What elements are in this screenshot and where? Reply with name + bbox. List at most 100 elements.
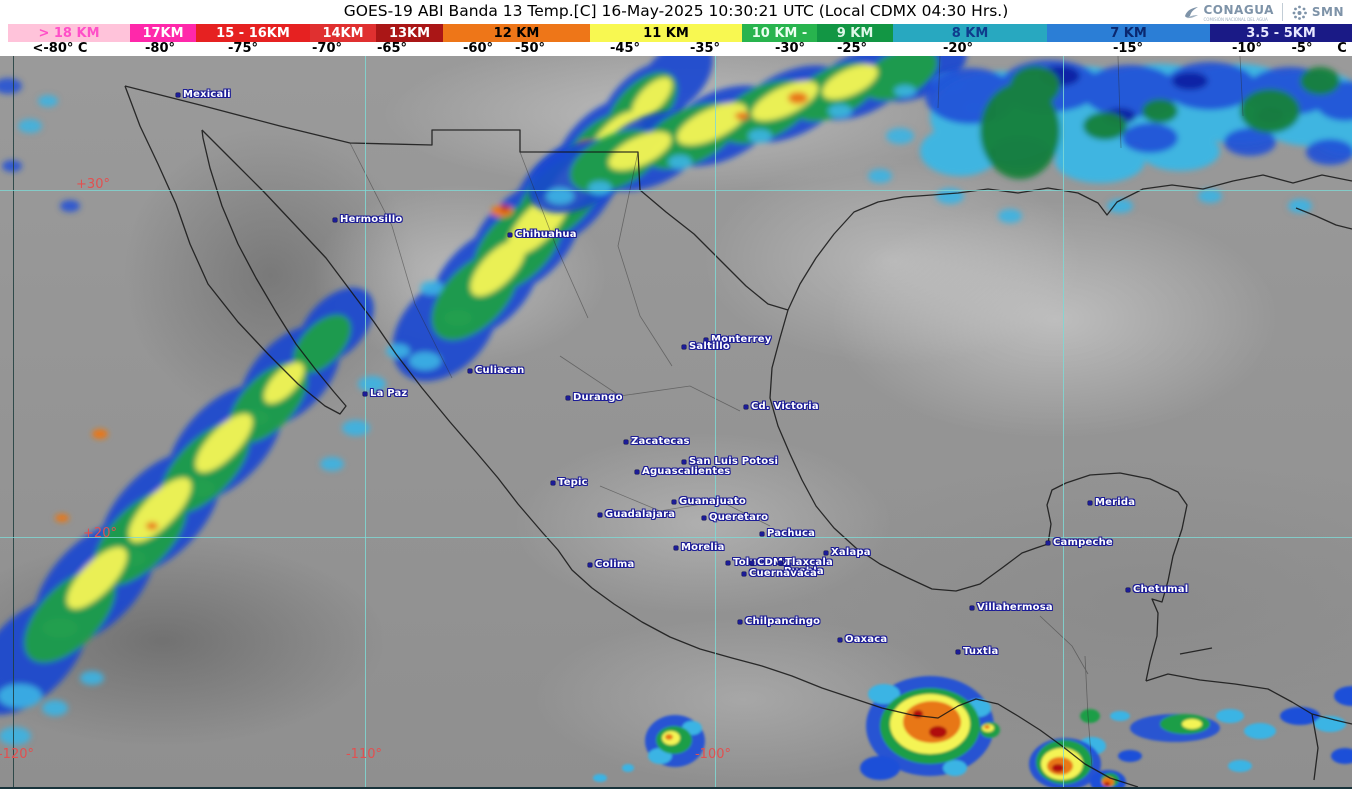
scale-segment: 10 KM - [742,24,817,42]
cloud-mass-us-gulf [0,60,1352,223]
city-marker: Chetumal [1126,584,1188,595]
city-marker: Colima [588,559,634,570]
city-marker: Chilpancingo [738,616,820,627]
city-dot [1046,540,1050,545]
temperature-tick: -75° [228,41,258,56]
meridian-line [13,56,14,787]
city-dot [726,560,730,565]
city-dot [750,560,754,565]
city-label: Pachuca [767,528,816,539]
temperature-tick: -20° [943,41,973,56]
temperature-tick: -15° [1113,41,1143,56]
city-dot [760,531,764,536]
city-dot [704,337,708,342]
city-dot [702,515,706,520]
scale-segment: 8 KM [893,24,1047,42]
title-bar: GOES-19 ABI Banda 13 Temp.[C] 16-May-202… [0,0,1352,24]
city-dot [598,512,602,517]
city-label: Tepic [558,477,588,488]
city-dot [956,649,960,654]
coordinate-label: +30° [76,177,110,192]
logo-divider [1281,3,1283,21]
conagua-logo: CONAGUA COMISIÓN NACIONAL DEL AGUA [1183,3,1274,22]
city-marker: Guanajuato [672,496,746,507]
city-label: Durango [573,392,623,403]
city-dot [778,560,782,565]
city-dot [508,232,512,237]
city-label: Colima [595,559,635,570]
city-marker: Villahermosa [970,602,1053,613]
temperature-tick: -35° [690,41,720,56]
city-dot [824,550,828,555]
scale-segment: 9 KM [817,24,893,42]
city-label: Zacatecas [631,436,690,447]
agency-logos: CONAGUA COMISIÓN NACIONAL DEL AGUA SMN [1183,1,1345,23]
city-dot [363,391,367,396]
conagua-wave-icon [1184,6,1198,18]
coordinate-label: +20° [83,526,117,541]
temperature-tick: -5° [1291,41,1313,56]
city-dot [672,499,676,504]
parallel-line [0,537,1352,538]
city-dot [551,480,555,485]
temperature-tick: -50° [515,41,545,56]
city-label: San Luis Potosi [689,456,779,467]
temperature-tick: -30° [775,41,805,56]
city-label: Tlaxcala [785,557,833,568]
scale-segment: 7 KM [1047,24,1210,42]
temperature-tick: -10° [1232,41,1262,56]
city-label: CDMX [757,557,792,568]
city-dot [744,404,748,409]
city-dot [682,459,686,464]
page-title: GOES-19 ABI Banda 13 Temp.[C] 16-May-202… [343,2,1009,20]
city-label: Xalapa [831,547,871,558]
city-dot [777,569,781,574]
temperature-tick: -25° [837,41,867,56]
city-marker: CDMX [750,557,791,568]
city-marker: Durango [566,392,623,403]
city-marker: La Paz [363,388,407,399]
city-marker: Monterrey [704,334,771,345]
temperature-tick: -80° [145,41,175,56]
city-label: Mexicali [183,89,231,100]
scale-segment: 11 KM [590,24,742,42]
city-marker: Oaxaca [838,634,887,645]
city-dot [624,439,628,444]
altitude-scale-bar: > 18 KM 17KM 15 - 16KM 14KM 13KM 12 KM 11 KM 10… [0,24,1352,42]
city-dot [970,605,974,610]
city-marker: Merida [1088,497,1135,508]
city-label: Villahermosa [977,602,1053,613]
temperature-tick: -60° [463,41,493,56]
city-marker: Campeche [1046,537,1113,548]
city-label: Morelia [681,542,725,553]
city-dot [682,344,686,349]
city-label: Hermosillo [340,214,403,225]
city-dot [738,619,742,624]
city-dot [635,469,639,474]
city-label: Culiacan [475,365,525,376]
city-label: Aguascalientes [642,466,731,477]
city-marker: Tlaxcala [778,557,833,568]
storm-cells-south [593,676,1352,787]
city-label: Chihuahua [515,229,577,240]
temperature-tick: <-80° C [32,41,88,56]
conagua-subtitle: COMISIÓN NACIONAL DEL AGUA [1203,16,1268,22]
city-dot [1126,587,1130,592]
city-dot [468,368,472,373]
temperature-tick: -70° [312,41,342,56]
satellite-map: +30° +20° -120° -110° -100° Mexicali Hermosil… [0,56,1352,789]
city-label: Cuernavaca [749,568,817,579]
city-label: Guadalajara [605,509,676,520]
city-dot [742,571,746,576]
city-label: Oaxaca [845,634,888,645]
city-dot [1088,500,1092,505]
city-label: Puebla [784,566,824,577]
city-label: Chilpancingo [745,616,821,627]
conagua-label: CONAGUA [1203,2,1274,17]
city-marker: Queretaro [702,512,768,523]
city-marker: Zacatecas [624,436,690,447]
city-dot [674,545,678,550]
coordinate-label: -120° [0,747,35,762]
city-marker: Morelia [674,542,725,553]
city-marker: Xalapa [824,547,871,558]
